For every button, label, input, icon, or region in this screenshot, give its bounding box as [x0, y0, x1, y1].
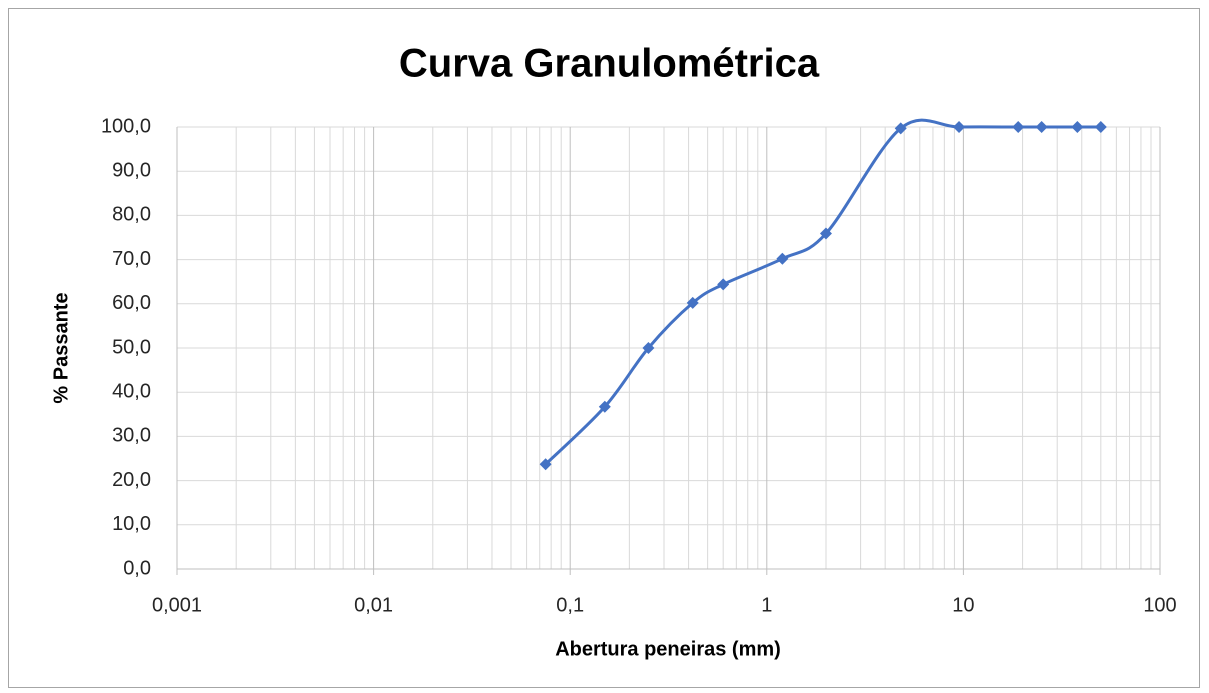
y-tick-label: 50,0 [112, 336, 151, 358]
data-marker [953, 121, 966, 133]
y-axis-label: % Passante [50, 292, 72, 403]
data-marker [717, 278, 730, 291]
data-marker [819, 227, 832, 240]
data-marker [686, 296, 699, 309]
data-marker [1012, 121, 1025, 133]
data-marker [1094, 121, 1107, 133]
y-tick-label: 0,0 [123, 557, 151, 579]
data-marker [1071, 121, 1084, 133]
data-marker [539, 458, 552, 471]
y-tick-label: 30,0 [112, 425, 151, 447]
x-axis-label: Abertura peneiras (mm) [555, 638, 781, 660]
data-marker [598, 400, 611, 413]
x-tick-label: 1 [761, 594, 772, 616]
x-tick-label: 100 [1143, 594, 1176, 616]
y-tick-label: 20,0 [112, 469, 151, 491]
y-tick-label: 60,0 [112, 292, 151, 314]
x-tick-label: 10 [952, 594, 974, 616]
y-tick-label: 80,0 [112, 204, 151, 226]
data-marker [894, 122, 907, 135]
y-tick-label: 90,0 [112, 159, 151, 181]
y-tick-label: 100,0 [101, 115, 151, 137]
data-marker [642, 342, 655, 354]
y-tick-label: 40,0 [112, 380, 151, 402]
x-tick-label: 0,1 [556, 594, 584, 616]
y-tick-label: 70,0 [112, 248, 151, 270]
y-tick-label: 10,0 [112, 513, 151, 535]
data-marker [776, 252, 789, 265]
x-tick-label: 0,001 [152, 594, 202, 616]
chart-title: Curva Granulométrica [399, 42, 820, 86]
data-marker [1035, 121, 1048, 133]
x-tick-label: 0,01 [354, 594, 393, 616]
